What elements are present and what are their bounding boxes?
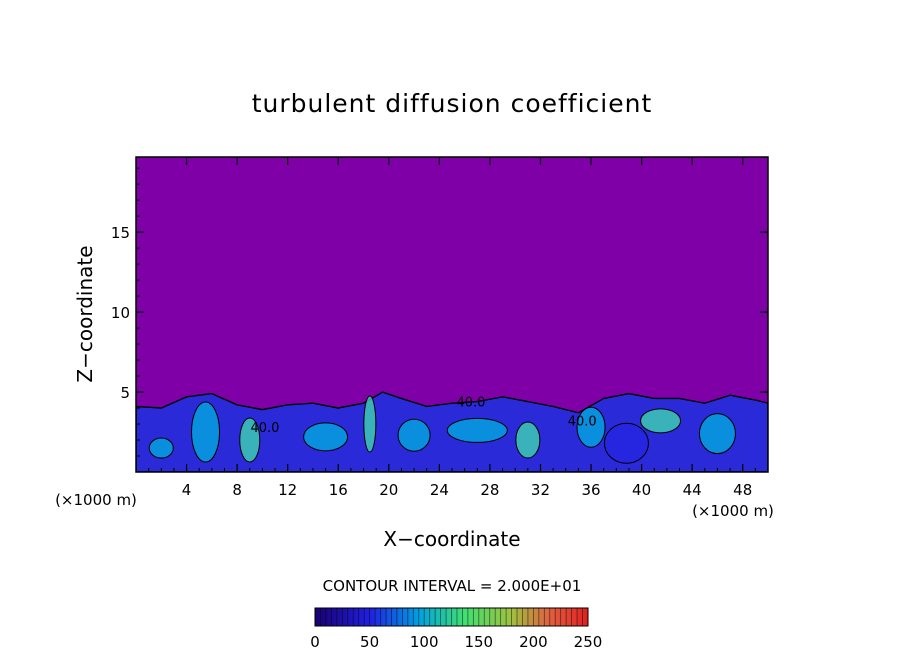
contour-labels: 40.0 40.0 40.0 <box>250 395 596 436</box>
colorbar-tick-label: 100 <box>410 633 439 651</box>
colorbar: 0 50 100 150 200 250 <box>310 607 603 651</box>
x-tick-label: 24 <box>430 481 449 499</box>
eddy <box>303 422 349 452</box>
chart-title: turbulent diffusion coefficient <box>252 89 653 118</box>
eddy <box>397 418 431 452</box>
colorbar-tick-label: 250 <box>574 633 603 651</box>
x-tick-label: 4 <box>182 481 192 499</box>
x-tick-label: 20 <box>379 481 398 499</box>
x-unit-right: (×1000 m) <box>692 502 774 520</box>
x-tick-label: 16 <box>329 481 348 499</box>
x-tick-label: 48 <box>733 481 752 499</box>
y-tick-label: 5 <box>120 384 130 402</box>
eddy <box>576 406 606 448</box>
eddy <box>239 417 261 463</box>
eddy <box>698 413 736 455</box>
eddy <box>603 422 649 464</box>
eddy <box>148 437 174 459</box>
contour-label: 40.0 <box>250 421 279 436</box>
colorbar-tick-label: 50 <box>360 633 379 651</box>
plot-area <box>136 157 768 472</box>
x-tick-label: 36 <box>581 481 600 499</box>
contour-label: 40.0 <box>568 415 597 430</box>
y-axis-label: Z−coordinate <box>73 245 97 382</box>
x-tick-label: 32 <box>531 481 550 499</box>
colorbar-tick-label: 0 <box>310 633 320 651</box>
y-tick-label: 10 <box>111 304 130 322</box>
contour-interval: CONTOUR INTERVAL = 2.000E+01 <box>323 577 582 595</box>
x-axis-label: X−coordinate <box>383 527 520 551</box>
eddy <box>191 401 221 463</box>
x-axis: 4 8 12 16 20 24 28 32 36 40 44 48 <box>148 157 756 499</box>
colorbar-tick-label: 150 <box>464 633 493 651</box>
y-axis: 5 10 15 <box>111 167 768 457</box>
eddy <box>515 421 541 459</box>
x-tick-label: 44 <box>683 481 702 499</box>
x-tick-label: 8 <box>232 481 242 499</box>
x-tick-label: 28 <box>480 481 499 499</box>
eddy <box>640 408 682 434</box>
eddy <box>446 417 508 443</box>
turbulent-eddies <box>148 395 736 464</box>
y-tick-label: 15 <box>111 224 130 242</box>
contour-label: 40.0 <box>456 395 485 410</box>
x-tick-label: 12 <box>278 481 297 499</box>
x-tick-label: 40 <box>632 481 651 499</box>
eddy <box>363 395 377 453</box>
x-unit-left: (×1000 m) <box>55 491 137 509</box>
colorbar-tick-label: 200 <box>519 633 548 651</box>
